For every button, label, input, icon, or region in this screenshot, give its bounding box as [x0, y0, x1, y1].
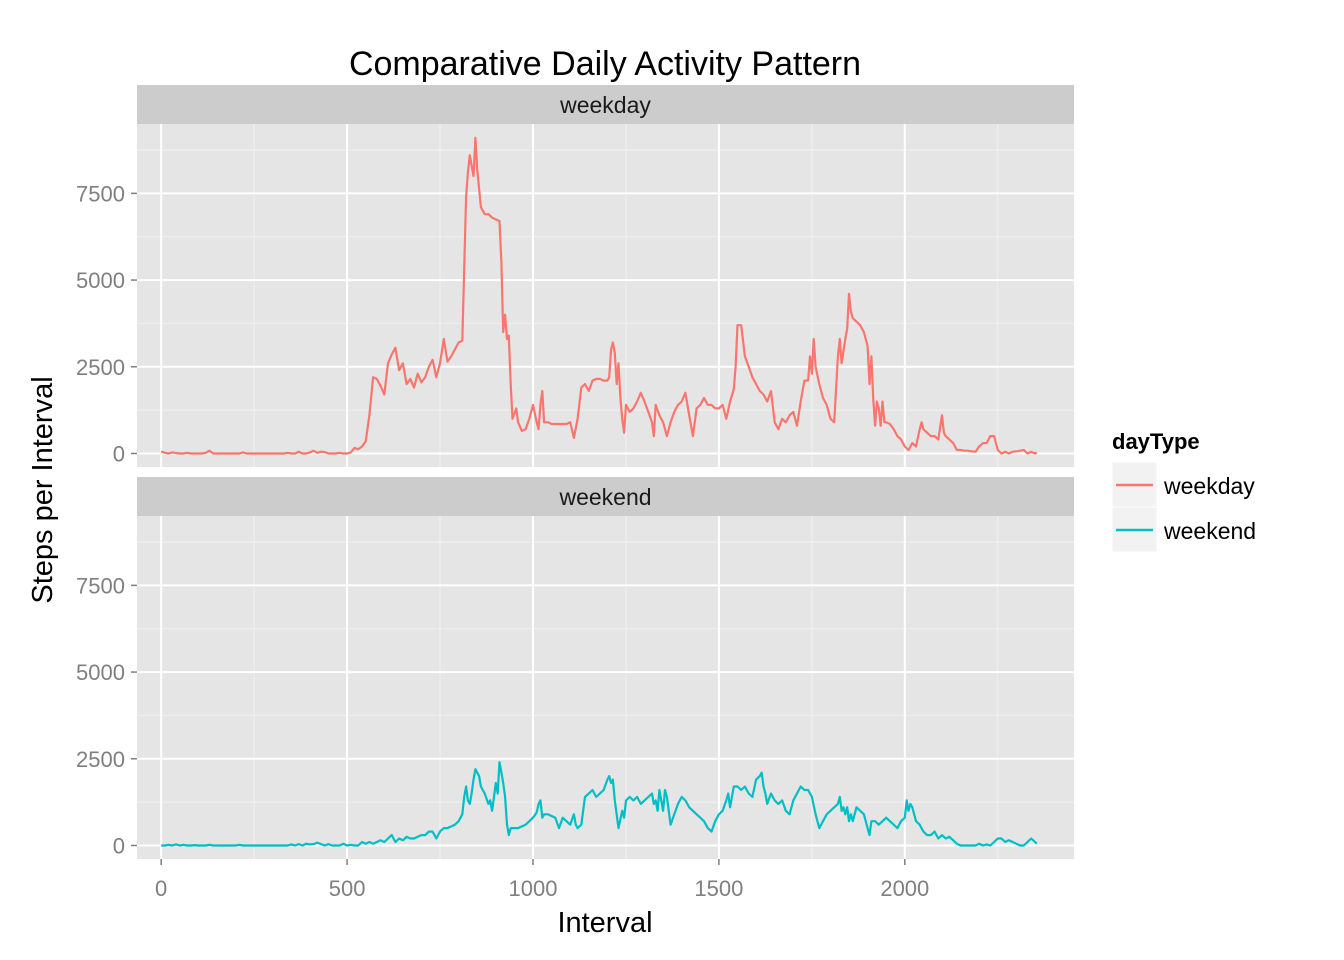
series-line-weekend: [161, 761, 1038, 847]
y-tick-label: 5000: [76, 660, 125, 685]
legend-entries: weekday weekend: [1111, 461, 1256, 553]
legend-label-weekday: weekday: [1163, 473, 1255, 499]
y-tick-label: 0: [113, 833, 125, 858]
chart-title: Comparative Daily Activity Pattern: [349, 45, 861, 83]
y-tick-label: 7500: [76, 181, 125, 206]
facet-strip-label: weekday: [559, 92, 651, 118]
y-tick-label: 7500: [76, 573, 125, 598]
facet-panel-weekday: weekday 0 2500 5000 7500: [76, 85, 1074, 467]
legend-title: dayType: [1112, 429, 1200, 454]
y-tick-label: 2500: [76, 747, 125, 772]
x-tick-label: 500: [329, 876, 366, 901]
y-tick-label: 2500: [76, 355, 125, 380]
y-tick-label: 5000: [76, 268, 125, 293]
x-axis-title: Interval: [557, 907, 652, 939]
plot-background: [137, 516, 1074, 859]
facet-strip-label: weekend: [558, 484, 651, 510]
y-tick-label: 0: [113, 441, 125, 466]
facet-strip: [137, 477, 1074, 516]
x-tick-label: 1000: [509, 876, 558, 901]
facet-strip: [137, 85, 1074, 124]
legend-label-weekend: weekend: [1163, 518, 1256, 544]
x-axis: 0 500 1000 1500 2000: [155, 859, 929, 901]
series-line-weekday: [160, 136, 1038, 455]
x-tick-label: 1500: [694, 876, 743, 901]
facet-panel-weekend: weekend 0 2500 5000 7500: [76, 477, 1074, 859]
x-tick-label: 2000: [880, 876, 929, 901]
legend: dayType weekday weekend: [1111, 429, 1256, 553]
x-tick-label: 0: [155, 876, 167, 901]
plot-background: [137, 124, 1074, 467]
y-axis-title: Steps per Interval: [27, 376, 59, 603]
panels: weekday 0 2500 5000 7500 weekend 0 2500 5000 7500: [76, 85, 1074, 859]
